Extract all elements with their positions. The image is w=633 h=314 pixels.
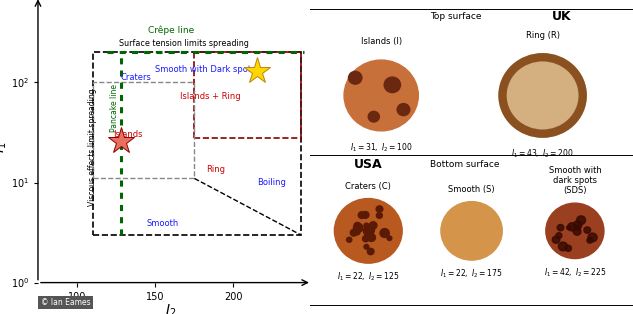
Circle shape (568, 223, 577, 231)
Circle shape (573, 221, 582, 229)
Circle shape (355, 230, 360, 235)
Text: © Ian Eames: © Ian Eames (41, 298, 91, 307)
Circle shape (369, 222, 377, 229)
Circle shape (367, 248, 374, 255)
Circle shape (573, 228, 581, 235)
Text: $I_1 = 42,\ I_2 = 225$: $I_1 = 42,\ I_2 = 225$ (544, 266, 606, 279)
Text: UK: UK (552, 10, 572, 24)
Text: USA: USA (354, 158, 382, 171)
Circle shape (387, 236, 392, 241)
Text: Craters (C): Craters (C) (346, 182, 391, 191)
Text: Bottom surface: Bottom surface (430, 160, 500, 169)
Circle shape (380, 229, 389, 237)
Circle shape (384, 77, 401, 93)
Text: Viscous effects limit spreading: Viscous effects limit spreading (88, 89, 97, 206)
Text: Pancake line: Pancake line (110, 84, 118, 133)
Text: Ring: Ring (206, 165, 225, 174)
Circle shape (552, 236, 560, 243)
Circle shape (397, 104, 410, 116)
Circle shape (358, 212, 365, 219)
Bar (194, 52, 301, 138)
Text: Craters: Craters (121, 73, 152, 82)
Circle shape (377, 213, 382, 218)
Circle shape (587, 238, 592, 243)
Text: $I_1 = 22,\ I_2 = 125$: $I_1 = 22,\ I_2 = 125$ (337, 271, 399, 283)
Text: Top surface: Top surface (430, 13, 481, 21)
Circle shape (499, 54, 586, 137)
Text: $I_1 = 22,\ I_2 = 175$: $I_1 = 22,\ I_2 = 175$ (441, 268, 503, 280)
Circle shape (584, 227, 591, 233)
Circle shape (369, 228, 375, 233)
Circle shape (441, 202, 502, 260)
Circle shape (558, 242, 568, 251)
Text: $I_1 = 31,\ I_2 = 100$: $I_1 = 31,\ I_2 = 100$ (350, 142, 413, 154)
Y-axis label: $I_1$: $I_1$ (0, 142, 9, 153)
Circle shape (365, 227, 373, 236)
Circle shape (567, 225, 571, 230)
Text: Smooth (S): Smooth (S) (448, 185, 495, 194)
Circle shape (362, 212, 369, 218)
Circle shape (344, 60, 418, 131)
Circle shape (353, 223, 363, 232)
Circle shape (354, 222, 361, 229)
Circle shape (364, 223, 369, 228)
Circle shape (364, 245, 369, 249)
Text: Smooth with Dark spots: Smooth with Dark spots (155, 65, 256, 74)
Circle shape (577, 216, 586, 225)
Circle shape (349, 71, 362, 84)
Text: Crêpe line: Crêpe line (147, 25, 194, 35)
Circle shape (565, 245, 572, 251)
Text: Boiling: Boiling (258, 178, 286, 187)
Circle shape (588, 233, 597, 242)
Text: Smooth with
dark spots
(SDS): Smooth with dark spots (SDS) (549, 166, 601, 195)
Circle shape (368, 111, 379, 122)
Circle shape (363, 227, 372, 235)
Text: Ring (R): Ring (R) (525, 31, 560, 40)
Circle shape (334, 198, 402, 263)
X-axis label: $I_2$: $I_2$ (165, 303, 177, 314)
Circle shape (367, 234, 375, 241)
Circle shape (575, 225, 580, 230)
Circle shape (363, 236, 369, 242)
Text: Islands: Islands (113, 130, 143, 138)
Circle shape (546, 203, 604, 258)
Text: $I_1 = 43,\ I_2 = 200$: $I_1 = 43,\ I_2 = 200$ (511, 148, 574, 160)
Circle shape (365, 228, 370, 233)
Bar (92, 52, 301, 235)
Circle shape (365, 231, 373, 239)
Circle shape (556, 233, 562, 239)
Circle shape (557, 225, 564, 231)
Circle shape (346, 237, 352, 242)
Bar (92, 83, 194, 178)
Circle shape (376, 206, 383, 212)
Text: Surface tension limits spreading: Surface tension limits spreading (119, 39, 249, 48)
Circle shape (350, 229, 358, 236)
Text: Islands + Ring: Islands + Ring (180, 92, 241, 101)
Text: Islands (I): Islands (I) (361, 37, 402, 46)
Text: Smooth: Smooth (147, 219, 179, 228)
